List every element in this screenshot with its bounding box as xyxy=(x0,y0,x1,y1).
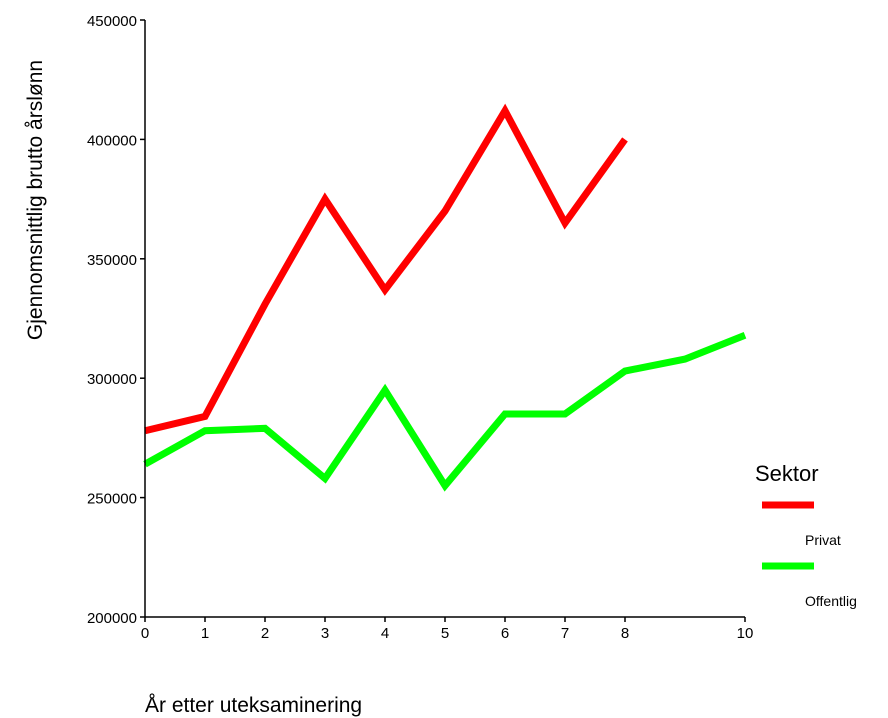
y-tick-label: 250000 xyxy=(87,491,137,508)
x-axis-ticks: 0 1 2 3 4 5 6 7 8 10 xyxy=(141,617,754,642)
x-tick-label: 7 xyxy=(561,625,569,642)
y-tick-label: 400000 xyxy=(87,132,137,149)
y-tick-label: 450000 xyxy=(87,13,137,30)
x-tick-label: 3 xyxy=(321,625,329,642)
x-tick-label: 5 xyxy=(441,625,449,642)
x-tick-label: 2 xyxy=(261,625,269,642)
series-line-privat xyxy=(144,103,628,435)
y-axis-title: Gjennomsnittlig brutto årslønn xyxy=(24,60,47,340)
legend: Sektor Privat Offentlig xyxy=(755,461,857,609)
axes xyxy=(144,20,745,618)
legend-items: Privat Offentlig xyxy=(762,501,857,609)
y-tick-label: 200000 xyxy=(87,610,137,627)
x-tick-label: 10 xyxy=(737,625,754,642)
y-tick-label: 300000 xyxy=(87,371,137,388)
x-tick-label: 1 xyxy=(201,625,209,642)
x-tick-label: 0 xyxy=(141,625,149,642)
x-tick-label: 6 xyxy=(501,625,509,642)
legend-label-privat: Privat xyxy=(805,532,841,548)
y-axis-ticks: 200000 250000 300000 350000 400000 450000 xyxy=(87,13,145,627)
x-axis-title: År etter uteksaminering xyxy=(145,694,362,717)
series-line-offentlig xyxy=(143,331,747,492)
x-tick-label: 4 xyxy=(381,625,389,642)
plot-lines xyxy=(143,103,747,492)
legend-title: Sektor xyxy=(755,461,819,486)
legend-label-offentlig: Offentlig xyxy=(805,593,857,609)
x-tick-label: 8 xyxy=(621,625,629,642)
y-tick-label: 350000 xyxy=(87,252,137,269)
